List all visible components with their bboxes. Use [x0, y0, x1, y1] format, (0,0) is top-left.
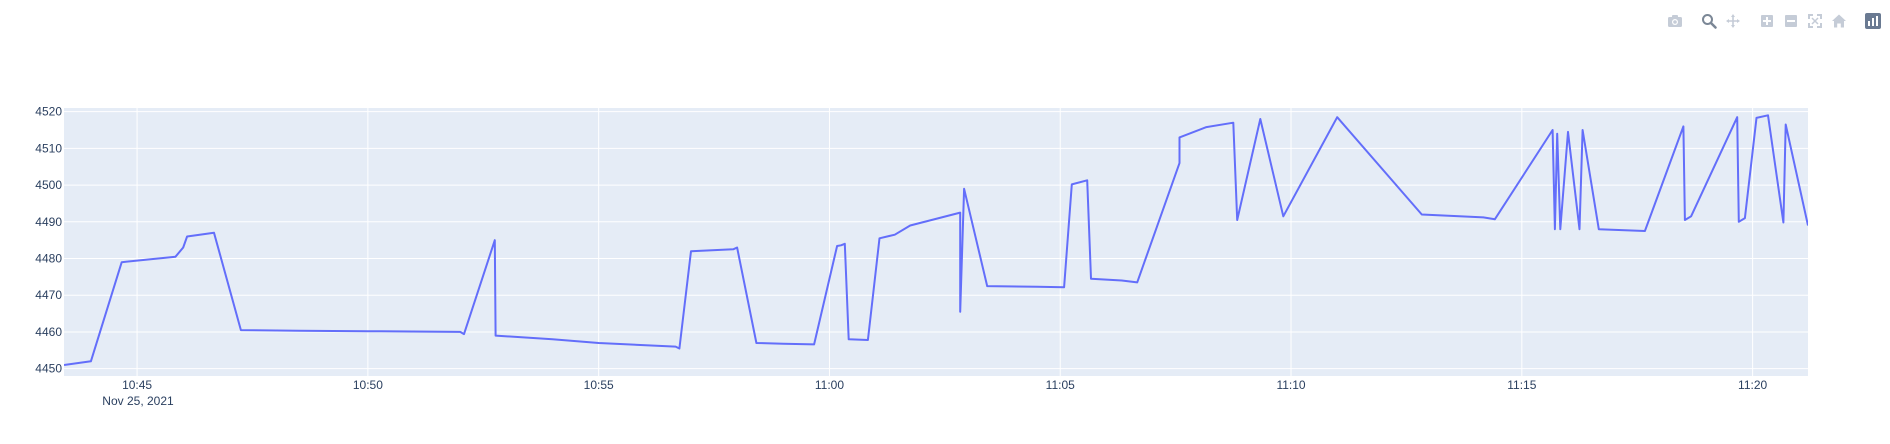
- series-line[interactable]: [64, 114, 1808, 366]
- reset-axes-icon[interactable]: [1828, 10, 1850, 32]
- x-tick-label: 11:05: [1046, 378, 1075, 392]
- x-axis-tick-labels: 10:45 10:50 10:55 11:00 11:05 11:10 11:15 11:20: [122, 378, 1767, 392]
- x-tick-label: 10:55: [584, 378, 614, 392]
- y-tick-label: 4520: [35, 105, 62, 119]
- y-tick-label: 4470: [35, 288, 62, 302]
- pan-icon[interactable]: [1722, 10, 1744, 32]
- y-axis-tick-labels: 4450 4460 4470 4480 4490 4500 4510 4520: [35, 105, 62, 376]
- modebar: [1664, 10, 1884, 32]
- x-tick-label: 11:10: [1276, 378, 1305, 392]
- plotly-logo-icon[interactable]: [1862, 10, 1884, 32]
- y-tick-label: 4490: [35, 215, 62, 229]
- y-tick-label: 4480: [35, 252, 62, 266]
- y-tick-label: 4460: [35, 325, 62, 339]
- x-tick-label: 11:15: [1507, 378, 1536, 392]
- zoom-in-icon[interactable]: [1756, 10, 1778, 32]
- zoom-icon[interactable]: [1698, 10, 1720, 32]
- x-tick-label: 10:45: [122, 378, 152, 392]
- y-tick-label: 4450: [35, 362, 62, 376]
- zoom-out-icon[interactable]: [1780, 10, 1802, 32]
- x-tick-label: 11:20: [1738, 378, 1767, 392]
- y-tick-label: 4500: [35, 178, 62, 192]
- series-layer: [64, 114, 1808, 366]
- x-tick-label: 11:00: [815, 378, 844, 392]
- camera-icon[interactable]: [1664, 10, 1686, 32]
- y-tick-label: 4510: [35, 141, 62, 155]
- x-axis-date-label: Nov 25, 2021: [102, 394, 174, 408]
- x-tick-label: 10:50: [353, 378, 383, 392]
- autoscale-icon[interactable]: [1804, 10, 1826, 32]
